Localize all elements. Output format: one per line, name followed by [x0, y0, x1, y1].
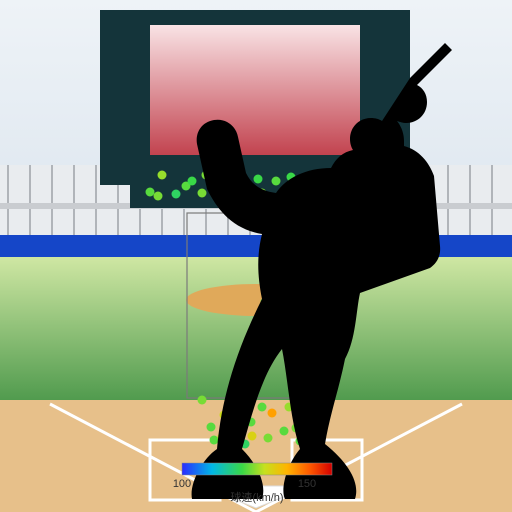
- pitch-point: [248, 432, 257, 441]
- legend-label: 球速(km/h): [230, 490, 283, 504]
- pitch-point: [146, 188, 155, 197]
- pitch-point: [198, 396, 207, 405]
- pitch-point: [254, 175, 263, 184]
- pitch-point: [210, 436, 219, 445]
- pitch-point: [158, 171, 167, 180]
- speed-legend-bar: [182, 463, 332, 475]
- pitch-point: [272, 177, 281, 186]
- pitch-point: [264, 434, 273, 443]
- pitch-point: [268, 409, 277, 418]
- legend-tick: 150: [298, 478, 316, 490]
- pitch-point: [280, 427, 289, 436]
- pitch-point: [258, 403, 267, 412]
- scoreboard-panel: [150, 25, 360, 155]
- chart-svg: 100 150 球速(km/h): [0, 0, 512, 512]
- pitch-point: [198, 189, 207, 198]
- pitch-point: [172, 190, 181, 199]
- legend-tick: 100: [173, 478, 191, 490]
- pitch-point: [207, 423, 216, 432]
- pitch-location-chart: 100 150 球速(km/h): [0, 0, 512, 512]
- pitch-point: [188, 177, 197, 186]
- pitch-point: [154, 192, 163, 201]
